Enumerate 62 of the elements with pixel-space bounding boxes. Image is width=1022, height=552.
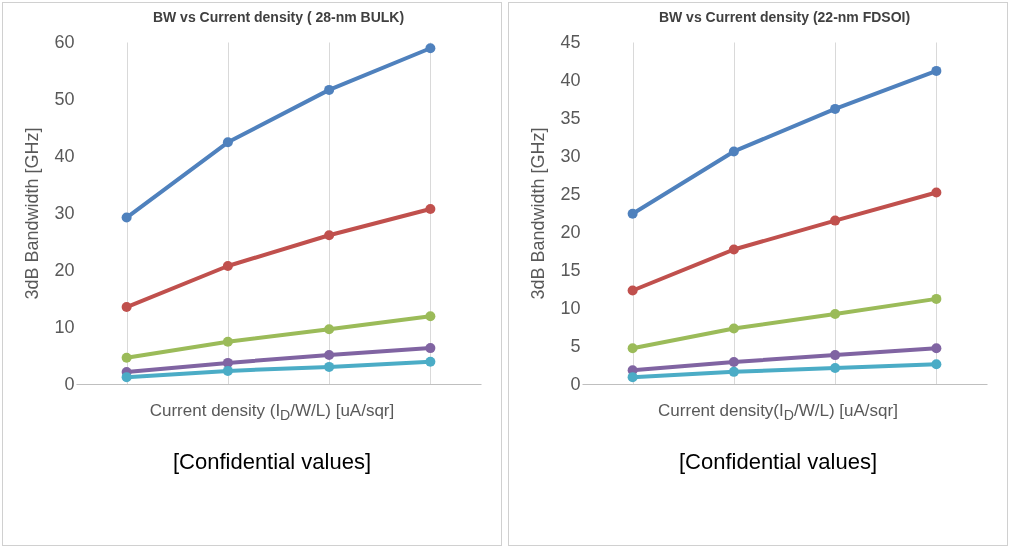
y-tick-label: 0 xyxy=(64,373,75,394)
y-axis-title: 3dB Bandwidth [GHz] xyxy=(22,127,43,300)
y-tick-label: 15 xyxy=(560,259,581,280)
y-tick-label: 20 xyxy=(54,259,75,280)
point xyxy=(425,343,436,354)
point xyxy=(324,361,335,372)
point xyxy=(728,366,739,377)
y-tick-label: 40 xyxy=(560,69,581,90)
point xyxy=(627,208,638,219)
text: [Confidential values] xyxy=(677,449,879,476)
point xyxy=(830,215,841,226)
point xyxy=(931,187,942,198)
y-tick-label: 20 xyxy=(560,221,581,242)
y-tick-label: 30 xyxy=(54,202,75,223)
x-axis-title: Current density(I$_{D}$/W/L) [uA/sqr] xyxy=(657,401,899,424)
point xyxy=(830,103,841,114)
point xyxy=(627,372,638,383)
chart-title: BW vs Current density ( 28-nm BULK) xyxy=(152,9,405,25)
y-tick-label: 5 xyxy=(570,335,581,356)
y-tick-label: 40 xyxy=(54,145,75,166)
x-axis-title: Current density (I$_{D}$/W/L) [uA/sqr] xyxy=(148,401,396,424)
y-tick-label: 50 xyxy=(54,88,75,109)
y-tick-label: 25 xyxy=(560,183,581,204)
point xyxy=(830,309,841,320)
point xyxy=(121,372,132,383)
point xyxy=(627,285,638,296)
point xyxy=(728,146,739,157)
chart-title: BW vs Current density (22-nm FDSOI) xyxy=(658,9,911,25)
point xyxy=(931,343,942,354)
point xyxy=(222,365,233,376)
point xyxy=(222,336,233,347)
y-tick-label: 30 xyxy=(560,145,581,166)
point xyxy=(425,311,436,322)
point xyxy=(324,349,335,360)
point xyxy=(728,244,739,255)
point xyxy=(222,261,233,271)
y-tick-label: 10 xyxy=(560,297,581,318)
point xyxy=(425,43,436,54)
text: [Confidential values] xyxy=(171,449,373,476)
y-axis-title: 3dB Bandwidth [GHz] xyxy=(528,127,549,300)
point xyxy=(324,324,335,335)
point xyxy=(728,323,739,334)
point xyxy=(931,359,942,370)
point xyxy=(931,293,942,304)
point xyxy=(728,356,739,367)
point xyxy=(425,204,436,214)
y-tick-label: 0 xyxy=(570,373,581,394)
y-tick-label: 45 xyxy=(560,31,581,52)
point xyxy=(830,350,841,361)
point xyxy=(324,84,335,95)
point xyxy=(121,352,132,363)
point xyxy=(324,230,335,241)
point xyxy=(627,343,638,354)
point xyxy=(222,137,233,148)
point xyxy=(931,65,942,76)
y-tick-label: 60 xyxy=(54,31,75,52)
point xyxy=(121,302,132,313)
point xyxy=(830,363,841,374)
y-tick-label: 35 xyxy=(560,107,581,128)
y-tick-label: 10 xyxy=(54,316,75,337)
point xyxy=(425,356,436,367)
point xyxy=(121,212,132,223)
